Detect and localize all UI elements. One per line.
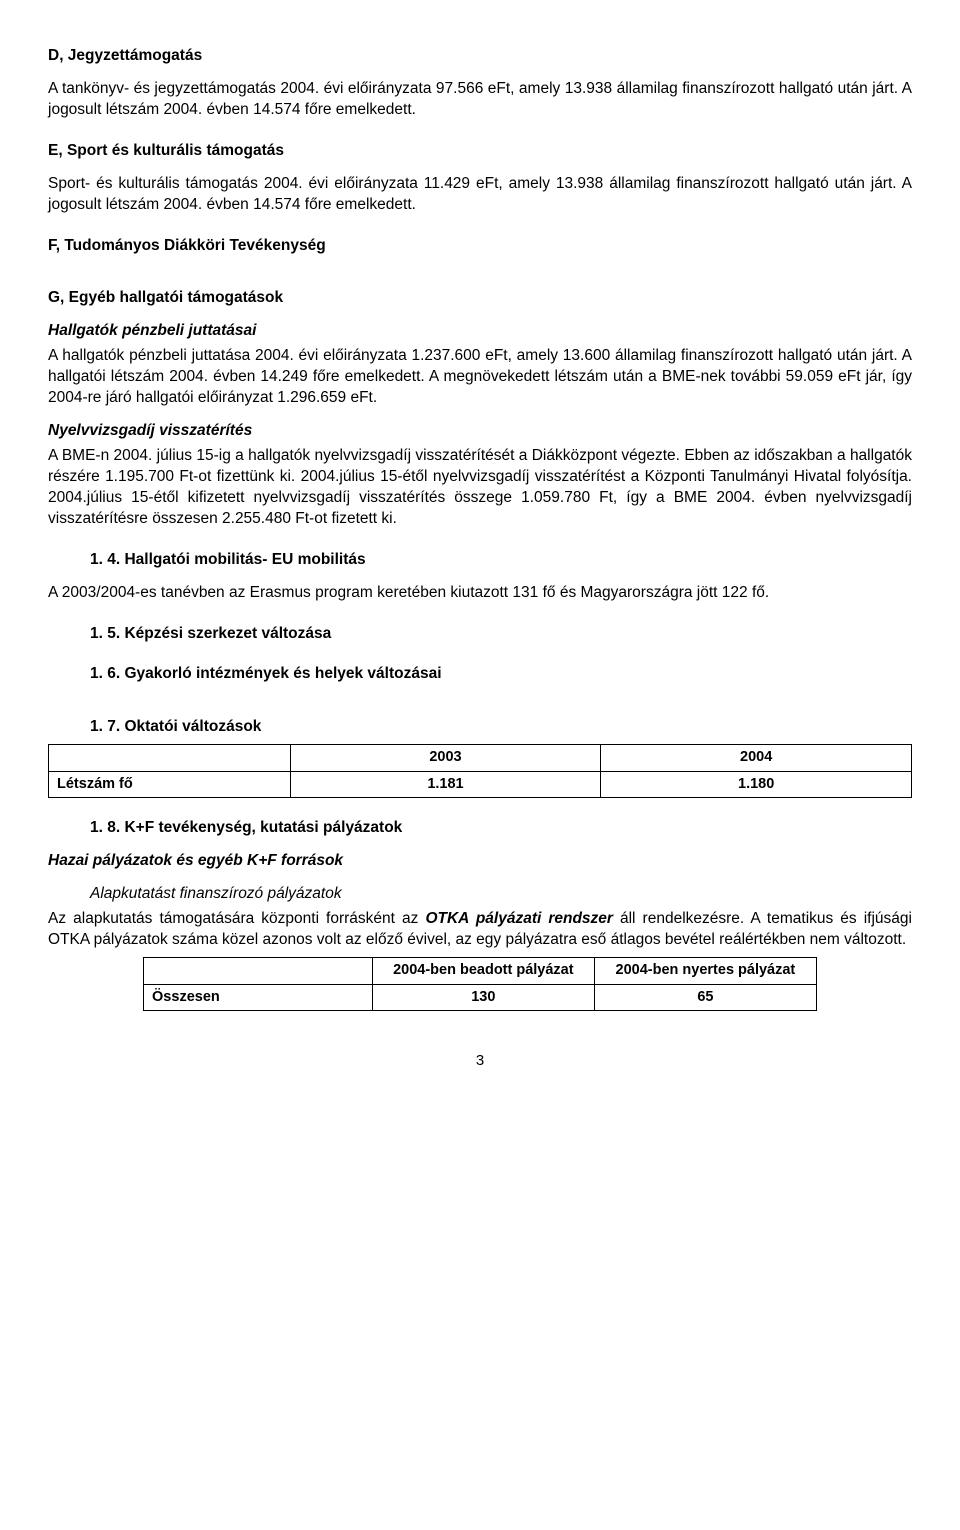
section-g-sub2-body: A BME-n 2004. július 15-ig a hallgatók n… — [48, 446, 912, 530]
section-e-heading: E, Sport és kulturális támogatás — [48, 141, 912, 162]
table-grants-r0c2: 65 — [594, 984, 816, 1011]
table-staff-r0c1: 1.181 — [290, 771, 601, 798]
section-g-heading: G, Egyéb hallgatói támogatások — [48, 288, 912, 309]
section-1-8-sub1: Hazai pályázatok és egyéb K+F források — [48, 851, 912, 872]
table-grants-h0 — [144, 958, 373, 985]
table-staff-h1: 2003 — [290, 745, 601, 772]
page-number: 3 — [48, 1051, 912, 1071]
table-staff-h2: 2004 — [601, 745, 912, 772]
section-d-body: A tankönyv- és jegyzettámogatás 2004. év… — [48, 79, 912, 121]
section-g-sub1-title: Hallgatók pénzbeli juttatásai — [48, 321, 912, 342]
section-1-8-body-pre: Az alapkutatás támogatására központi for… — [48, 910, 425, 927]
section-e-body: Sport- és kulturális támogatás 2004. évi… — [48, 174, 912, 216]
section-1-4-heading: 1. 4. Hallgatói mobilitás- EU mobilitás — [90, 550, 912, 571]
section-d-heading: D, Jegyzettámogatás — [48, 46, 912, 67]
section-1-8-body-em: OTKA pályázati rendszer — [425, 910, 613, 927]
table-grants-r0c0: Összesen — [144, 984, 373, 1011]
section-1-4-body: A 2003/2004-es tanévben az Erasmus progr… — [48, 583, 912, 604]
table-grants-h1: 2004-ben beadott pályázat — [372, 958, 594, 985]
table-staff-h0 — [49, 745, 291, 772]
section-1-6-heading: 1. 6. Gyakorló intézmények és helyek vál… — [90, 664, 912, 685]
table-grants: 2004-ben beadott pályázat 2004-ben nyert… — [143, 957, 817, 1011]
table-staff-r0c0: Létszám fő — [49, 771, 291, 798]
table-grants-h2: 2004-ben nyertes pályázat — [594, 958, 816, 985]
table-staff: 2003 2004 Létszám fő 1.181 1.180 — [48, 744, 912, 798]
section-1-8-heading: 1. 8. K+F tevékenység, kutatási pályázat… — [90, 818, 912, 839]
section-1-8-body: Az alapkutatás támogatására központi for… — [48, 909, 912, 951]
section-1-8-sub2: Alapkutatást finanszírozó pályázatok — [90, 884, 912, 905]
section-g-sub1-body: A hallgatók pénzbeli juttatása 2004. évi… — [48, 346, 912, 409]
section-1-7-heading: 1. 7. Oktatói változások — [90, 717, 912, 738]
table-staff-r0c2: 1.180 — [601, 771, 912, 798]
section-g-sub2-title: Nyelvvizsgadíj visszatérítés — [48, 421, 912, 442]
section-f-heading: F, Tudományos Diákköri Tevékenység — [48, 236, 912, 257]
table-grants-r0c1: 130 — [372, 984, 594, 1011]
section-1-5-heading: 1. 5. Képzési szerkezet változása — [90, 624, 912, 645]
